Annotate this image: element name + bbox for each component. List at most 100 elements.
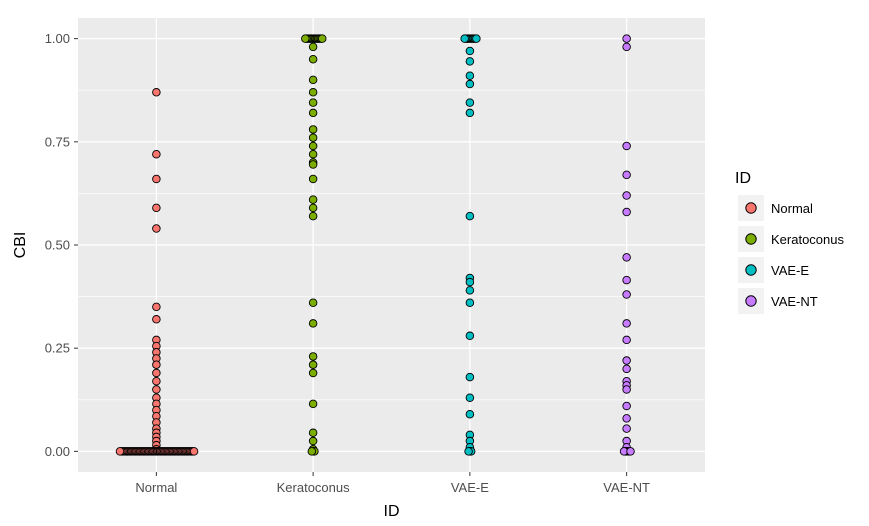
data-point — [189, 447, 199, 456]
x-tick-label: Normal — [135, 480, 177, 495]
y-axis-ticks: 0.00 0.25 0.50 0.75 1.00 — [45, 31, 78, 459]
legend-title: ID — [735, 170, 751, 187]
data-points — [115, 34, 635, 456]
data-point — [622, 335, 631, 345]
data-point — [465, 372, 475, 382]
minor-gridlines — [78, 89, 705, 401]
data-point — [308, 75, 318, 85]
data-point — [152, 360, 161, 369]
x-axis-title: ID — [384, 503, 400, 520]
data-point — [308, 133, 318, 142]
data-point — [465, 57, 475, 66]
data-point — [152, 302, 161, 312]
data-point — [622, 385, 631, 394]
data-point — [308, 125, 318, 134]
data-point — [465, 298, 475, 308]
data-point — [152, 376, 161, 386]
data-point — [152, 203, 161, 213]
x-tick-label: VAE-E — [451, 480, 489, 495]
data-point — [465, 46, 475, 56]
legend-label: Keratoconus — [771, 232, 844, 247]
legend-label: VAE-E — [771, 263, 809, 278]
y-tick-label: 0.25 — [45, 341, 70, 356]
data-point — [308, 195, 318, 204]
data-point — [308, 88, 318, 97]
data-point — [622, 141, 631, 151]
data-point — [622, 401, 631, 411]
legend-label: Normal — [771, 201, 813, 216]
data-point — [622, 253, 631, 262]
data-point — [465, 71, 475, 81]
data-point — [465, 108, 475, 118]
data-point — [308, 149, 318, 159]
y-tick-label: 1.00 — [45, 31, 70, 46]
data-point — [465, 393, 475, 402]
data-point — [308, 108, 318, 118]
data-point — [465, 331, 475, 341]
x-tick-label: VAE-NT — [603, 480, 650, 495]
legend-key — [745, 295, 757, 307]
data-point — [308, 174, 318, 184]
data-point — [465, 409, 475, 419]
data-point — [622, 414, 631, 423]
data-point — [308, 298, 318, 308]
y-tick-label: 0.00 — [45, 444, 70, 459]
data-point — [472, 34, 481, 43]
data-point — [308, 319, 318, 328]
data-point — [465, 211, 475, 221]
data-point — [308, 98, 318, 107]
data-point — [152, 224, 161, 233]
legend-label: VAE-NT — [771, 294, 818, 309]
legend-key — [745, 233, 757, 245]
data-point — [308, 42, 318, 52]
data-point — [622, 275, 631, 285]
data-point — [622, 170, 631, 180]
data-point — [622, 42, 631, 52]
data-point — [308, 428, 318, 438]
y-axis-title: CBI — [12, 232, 29, 259]
y-tick-label: 0.50 — [45, 238, 70, 253]
data-point — [152, 315, 161, 324]
data-point — [622, 356, 631, 365]
data-point — [622, 34, 631, 43]
data-point — [308, 360, 318, 369]
legend-key — [745, 264, 757, 276]
data-point — [622, 364, 631, 374]
data-point — [308, 141, 318, 151]
data-point — [308, 436, 318, 446]
x-tick-label: Keratoconus — [277, 480, 350, 495]
data-point — [308, 368, 318, 378]
data-point — [622, 319, 631, 328]
data-point — [465, 98, 475, 107]
data-point — [308, 55, 318, 64]
data-point — [308, 203, 318, 213]
data-point — [460, 34, 469, 43]
legend: ID Normal Keratoconus VAE-E VAE-NT — [735, 170, 844, 314]
data-point — [152, 385, 161, 394]
data-point — [465, 286, 475, 295]
data-point — [308, 160, 318, 169]
data-point — [622, 191, 631, 200]
data-point — [626, 447, 635, 456]
data-point — [301, 34, 310, 43]
data-point — [465, 277, 475, 287]
data-point — [622, 207, 631, 217]
data-point — [622, 424, 631, 433]
data-point — [308, 211, 318, 221]
data-point — [622, 290, 631, 299]
data-point — [317, 34, 327, 43]
legend-key — [745, 202, 757, 214]
data-point — [152, 88, 161, 97]
data-point — [464, 447, 473, 456]
data-point — [307, 447, 317, 456]
data-point — [115, 447, 125, 456]
data-point — [308, 352, 318, 361]
data-point — [152, 174, 161, 184]
data-point — [152, 149, 161, 159]
x-axis-ticks: Normal Keratoconus VAE-E VAE-NT — [135, 472, 650, 495]
data-point — [308, 399, 318, 409]
y-tick-label: 0.75 — [45, 134, 70, 149]
data-point — [465, 79, 475, 89]
data-point — [152, 368, 161, 378]
